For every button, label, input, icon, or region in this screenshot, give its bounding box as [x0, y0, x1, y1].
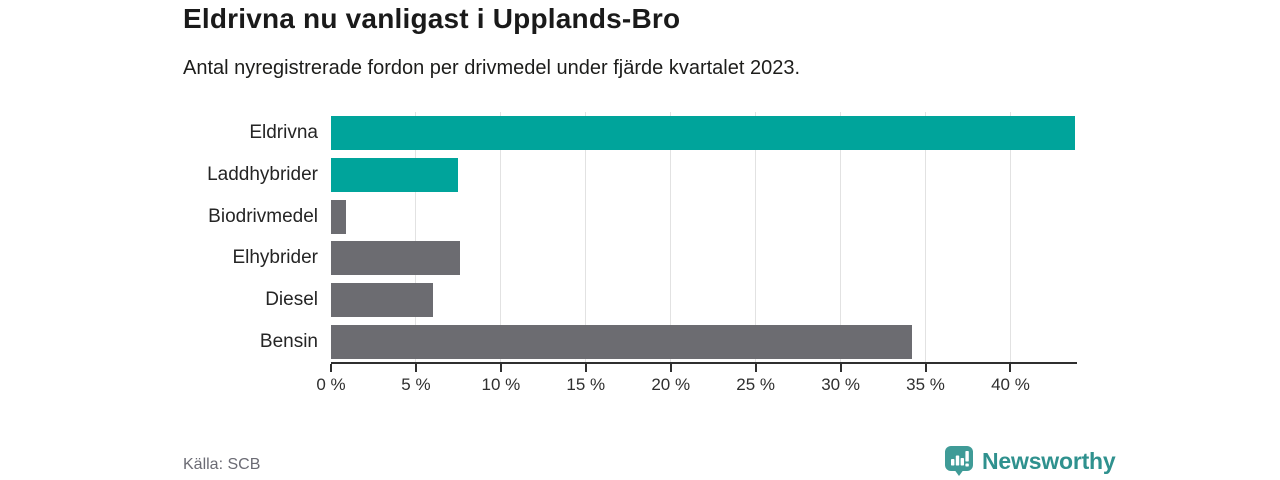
x-axis-tick-15	[584, 364, 587, 372]
bar-elhybrider	[331, 241, 461, 276]
bar-bensin	[331, 325, 912, 360]
page-title: Eldrivna nu vanligast i Upplands-Bro	[183, 3, 681, 34]
gridline-20	[670, 112, 672, 363]
x-axis-tick-5	[414, 364, 417, 372]
newsworthy-logo-text: Newsworthy	[982, 447, 1116, 474]
x-axis-tick-10	[499, 364, 502, 372]
x-axis-tick-40	[1009, 364, 1012, 372]
x-axis-tick-label-35: 35 %	[906, 375, 945, 394]
category-label-elhybrider: Elhybrider	[232, 247, 318, 269]
bar-diesel	[331, 283, 433, 318]
x-axis-tick-25	[754, 364, 757, 372]
x-axis-tick-label-25: 25 %	[736, 375, 776, 394]
x-axis-tick-30	[839, 364, 842, 372]
x-axis-tick-20	[669, 364, 672, 372]
gridline-10	[500, 112, 502, 363]
category-label-laddhybrider: Laddhybrider	[207, 163, 318, 185]
plot-area	[331, 112, 1075, 363]
category-label-diesel: Diesel	[265, 289, 318, 311]
gridline-5	[415, 112, 417, 363]
category-label-bensin: Bensin	[259, 331, 318, 353]
x-axis-tick-label-10: 10 %	[481, 375, 521, 394]
category-label-biodrivmedel: Biodrivmedel	[208, 205, 318, 227]
x-axis-tick-label-5: 5 %	[401, 375, 431, 394]
category-label-eldrivna: Eldrivna	[249, 121, 318, 143]
bar-eldrivna	[331, 115, 1075, 150]
x-axis-tick-label-0: 0 %	[316, 375, 346, 394]
x-axis-tick-label-15: 15 %	[566, 375, 606, 394]
x-axis-tick-label-40: 40 %	[991, 375, 1030, 394]
gridline-35	[925, 112, 927, 363]
x-axis-tick-35	[924, 364, 927, 372]
x-axis-tick-label-20: 20 %	[651, 375, 691, 394]
bar-laddhybrider	[331, 157, 459, 192]
gridline-15	[585, 112, 587, 363]
newsworthy-logo[interactable]: Newsworthy	[944, 445, 1116, 477]
bar-biodrivmedel	[331, 199, 347, 234]
gridline-25	[755, 112, 757, 363]
x-axis-tick-label-30: 30 %	[821, 375, 860, 394]
x-axis-line	[331, 362, 1077, 364]
x-axis-tick-0	[330, 364, 332, 372]
newsworthy-logo-icon	[944, 445, 975, 477]
gridline-40	[1009, 112, 1011, 363]
gridline-30	[840, 112, 842, 363]
category-axis: Eldrivna Laddhybrider Biodrivmedel Elhybrid…	[0, 112, 318, 363]
source-note: Källa: SCB	[183, 456, 261, 473]
chart-subtitle: Antal nyregistrerade fordon per drivmede…	[183, 57, 801, 79]
